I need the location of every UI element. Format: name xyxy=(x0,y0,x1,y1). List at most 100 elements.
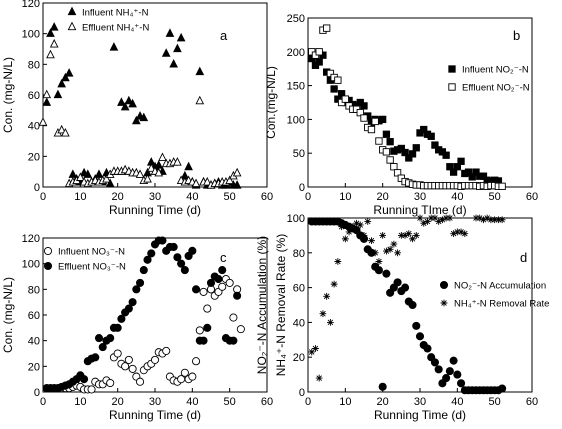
x-axis-label: Running Time (d) xyxy=(109,408,201,422)
data-point xyxy=(315,58,323,66)
data-point xyxy=(91,353,100,362)
data-point xyxy=(203,304,212,313)
y-tick-label: 0 xyxy=(34,387,40,399)
data-point xyxy=(113,349,122,358)
data-point xyxy=(323,24,331,32)
data-point xyxy=(132,285,141,294)
data-point xyxy=(338,223,345,231)
data-point xyxy=(94,334,104,343)
data-point xyxy=(449,356,458,365)
data-point xyxy=(326,69,335,78)
data-point xyxy=(203,323,212,332)
data-point xyxy=(457,157,465,165)
data-point xyxy=(46,28,55,37)
y-tick-label: 150 xyxy=(287,81,305,93)
data-point xyxy=(109,42,119,51)
data-point xyxy=(232,167,242,177)
y-tick-label: 40 xyxy=(293,317,305,329)
data-point xyxy=(191,178,201,188)
data-point xyxy=(143,173,152,183)
data-point xyxy=(199,287,208,296)
data-point xyxy=(375,137,383,145)
data-point xyxy=(225,278,234,287)
data-point xyxy=(457,379,466,388)
data-point xyxy=(136,377,145,386)
data-point xyxy=(427,214,435,222)
data-point xyxy=(225,175,234,185)
y-axis-label: Con. (mg-N/L) xyxy=(1,57,15,133)
y-tick-label: 100 xyxy=(22,259,40,271)
plot-frame xyxy=(42,2,268,188)
data-point xyxy=(483,214,491,222)
x-tick-label: 30 xyxy=(149,396,161,408)
y-tick-label: 100 xyxy=(22,29,40,41)
data-point xyxy=(195,326,204,335)
data-point xyxy=(124,304,133,313)
data-point xyxy=(360,102,368,110)
data-point xyxy=(57,78,66,88)
data-point xyxy=(199,336,208,345)
data-point xyxy=(312,345,319,352)
data-point xyxy=(150,355,160,364)
data-point xyxy=(453,228,461,236)
x-tick-label: 60 xyxy=(261,396,273,408)
data-point xyxy=(315,374,323,382)
data-point xyxy=(113,323,122,332)
series-2 xyxy=(38,39,242,189)
data-point xyxy=(233,291,242,300)
x-tick-label: 30 xyxy=(414,396,426,408)
series-1 xyxy=(42,275,245,394)
data-point xyxy=(98,343,107,352)
y-axis-label-secondary: NH₄⁺-N Removal Rate (%) xyxy=(274,234,288,377)
x-tick-label: 40 xyxy=(451,396,463,408)
data-point xyxy=(495,216,502,224)
x-tick-label: 0 xyxy=(305,191,311,203)
data-point xyxy=(105,178,115,188)
data-point xyxy=(136,278,145,287)
data-point xyxy=(349,223,357,231)
data-point xyxy=(442,214,450,222)
x-tick-label: 30 xyxy=(414,191,426,203)
x-tick-label: 60 xyxy=(526,396,538,408)
data-point xyxy=(61,127,70,137)
data-point xyxy=(162,346,171,355)
x-tick-label: 60 xyxy=(261,191,273,203)
data-point xyxy=(397,144,405,153)
data-point xyxy=(356,108,364,117)
data-point xyxy=(76,172,85,181)
data-point xyxy=(394,249,401,257)
data-point xyxy=(192,285,201,294)
x-tick-label: 50 xyxy=(224,396,236,408)
data-point xyxy=(42,89,52,99)
data-point xyxy=(38,117,48,126)
legend-marker xyxy=(43,261,53,271)
panel-d: 0 10 20 30 40 50 60 0 20 40 60 80 100 Running Time (d… xyxy=(255,213,549,422)
data-point xyxy=(46,49,55,59)
data-point xyxy=(176,32,186,42)
data-point xyxy=(146,163,156,172)
data-point xyxy=(431,214,439,222)
x-tick-label: 30 xyxy=(149,191,161,203)
panel-label: d xyxy=(520,250,527,265)
data-point xyxy=(128,298,137,307)
y-tick-label: 20 xyxy=(293,352,305,364)
y-axis-label: NO₂⁻-N Accumulation (%) xyxy=(255,236,269,374)
data-point xyxy=(416,214,424,222)
data-point xyxy=(386,245,394,253)
y-tick-label: 40 xyxy=(28,121,40,133)
data-point xyxy=(341,95,349,103)
data-point xyxy=(188,246,197,255)
data-point xyxy=(49,22,59,31)
data-point xyxy=(383,247,390,255)
data-point xyxy=(323,292,331,300)
y-tick-label: 100 xyxy=(287,213,305,225)
panel-c: 0 10 20 30 40 50 60 0 20 40 60 80 100 120 Running Time… xyxy=(1,233,273,422)
data-point xyxy=(390,240,398,248)
x-tick-label: 10 xyxy=(74,191,86,203)
data-point xyxy=(401,148,409,157)
data-point xyxy=(412,144,420,152)
data-point xyxy=(487,216,495,224)
y-tick-label: 20 xyxy=(28,151,40,163)
data-point xyxy=(202,177,212,186)
data-point xyxy=(408,300,417,310)
